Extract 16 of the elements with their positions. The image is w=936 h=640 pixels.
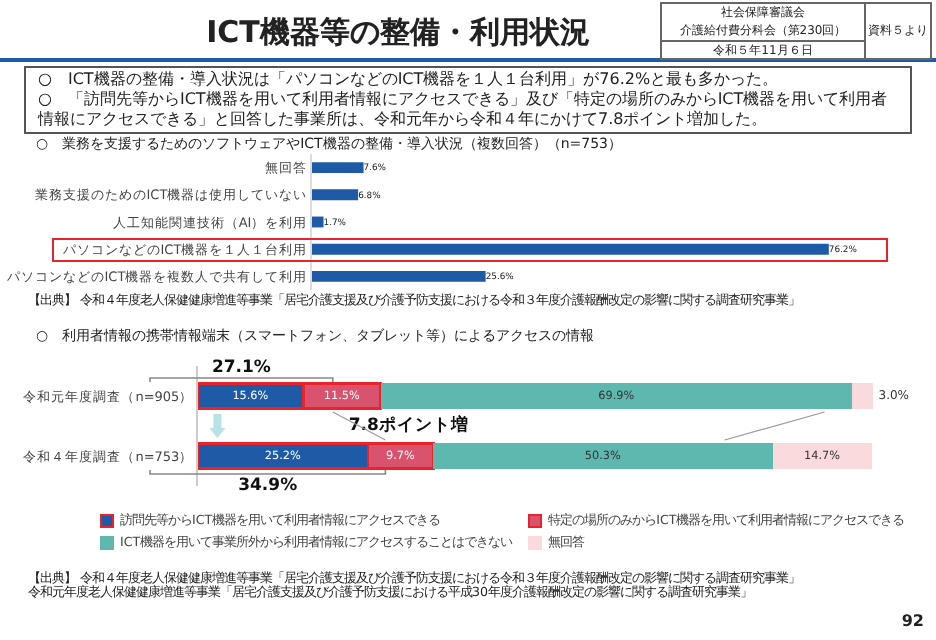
- bar: [433, 443, 773, 469]
- bar: [312, 243, 829, 255]
- bar: [380, 383, 853, 409]
- bar: [312, 270, 486, 282]
- chart-title: ICT機器等の整備・利用状況: [206, 14, 590, 50]
- text: ○ 「訪問先等からICT機器を用いて利用者情報にアクセスできる」及び「特定の場所のみからICT機器を用いて利用者情報にアクセスできる」と回答した事業所は、令和元年から令和４年にかけて7.8ポイント増加した。: [38, 90, 890, 130]
- bar: [852, 383, 873, 409]
- bar: [312, 162, 364, 174]
- bar: [312, 189, 359, 201]
- annotation: 27.1%: [211, 357, 271, 377]
- text: 92: [901, 612, 924, 630]
- annotation: 7.8ポイント増: [348, 414, 469, 438]
- annotation: 34.9%: [238, 475, 298, 495]
- text: ○ ICT機器の整備・導入状況は「パソコンなどのICT機器を１人１台利用」が76.2%と最も多かった。: [38, 70, 781, 90]
- bar: [312, 216, 324, 228]
- bar: [772, 443, 872, 469]
